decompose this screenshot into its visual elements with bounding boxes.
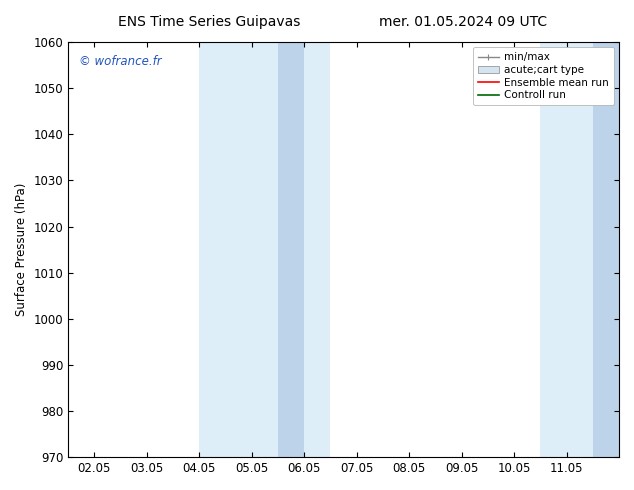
Bar [540, 42, 619, 457]
Bar [278, 42, 304, 457]
Text: © wofrance.fr: © wofrance.fr [79, 54, 162, 68]
Text: ENS Time Series Guipavas: ENS Time Series Guipavas [118, 15, 301, 29]
Text: mer. 01.05.2024 09 UTC: mer. 01.05.2024 09 UTC [378, 15, 547, 29]
Legend: min/max, acute;cart type, Ensemble mean run, Controll run: min/max, acute;cart type, Ensemble mean … [472, 47, 614, 105]
Bar [593, 42, 619, 457]
Y-axis label: Surface Pressure (hPa): Surface Pressure (hPa) [15, 183, 28, 316]
Bar [199, 42, 330, 457]
